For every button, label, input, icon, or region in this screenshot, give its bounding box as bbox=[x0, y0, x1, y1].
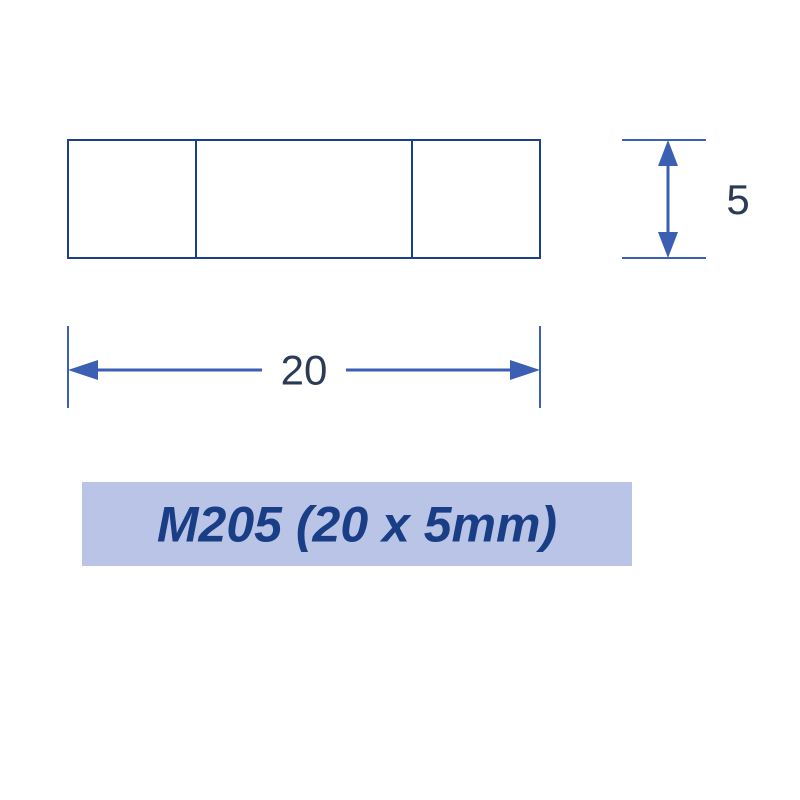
width-dimension-label: 20 bbox=[281, 347, 328, 394]
title-text: M205 (20 x 5mm) bbox=[157, 497, 557, 553]
width-dimension: 20 bbox=[68, 326, 540, 408]
height-dimension: 5 bbox=[622, 140, 750, 258]
arrow-up-icon bbox=[658, 140, 678, 166]
arrow-down-icon bbox=[658, 232, 678, 258]
height-dimension-label: 5 bbox=[726, 176, 749, 223]
arrow-right-icon bbox=[510, 360, 540, 380]
title-bar: M205 (20 x 5mm) bbox=[82, 482, 632, 566]
fuse-body bbox=[68, 140, 540, 258]
fuse-dimension-diagram: 20 5 M205 (20 x 5mm) bbox=[0, 0, 800, 800]
arrow-left-icon bbox=[68, 360, 98, 380]
